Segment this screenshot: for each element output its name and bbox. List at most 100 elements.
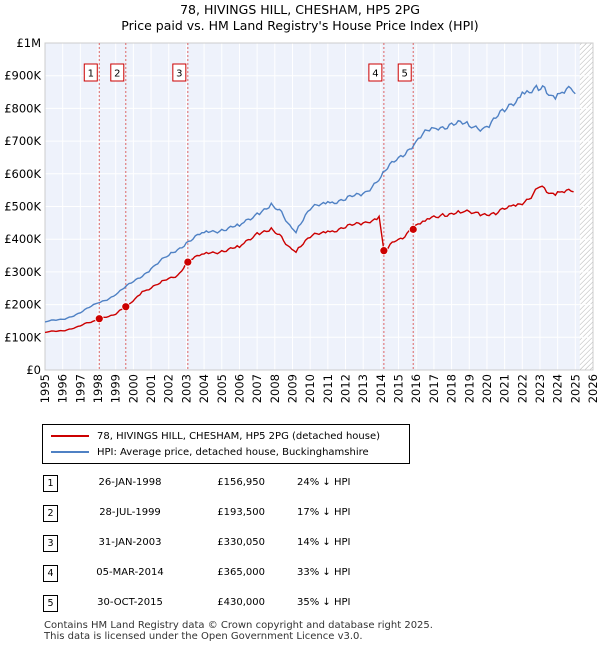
x-tick-label: 2023 bbox=[533, 374, 547, 403]
sale-date: 28-JUL-1999 bbox=[99, 507, 161, 518]
sale-date: 26-JAN-1998 bbox=[98, 477, 162, 488]
y-tick-label: £600K bbox=[4, 167, 41, 181]
x-tick-label: 2011 bbox=[321, 374, 335, 403]
x-tick-label: 2024 bbox=[551, 374, 565, 403]
sale-marker-label: 4 bbox=[372, 69, 378, 80]
series-line-hpi bbox=[45, 84, 576, 323]
x-tick-label: 2016 bbox=[409, 374, 423, 403]
y-tick-label: £700K bbox=[4, 134, 41, 148]
x-tick-label: 2009 bbox=[285, 374, 299, 403]
sale-number-badge: 3 bbox=[43, 535, 58, 552]
legend-item-hpi: HPI: Average price, detached house, Buck… bbox=[51, 445, 369, 459]
x-tick-label: 1996 bbox=[56, 374, 70, 403]
x-tick-label: 2012 bbox=[339, 374, 353, 403]
sale-hpi-diff: 14% ↓ HPI bbox=[297, 537, 351, 548]
price-chart: £0 £100K £200K £300K £400K £500K £600K £700K £80… bbox=[4, 36, 600, 403]
x-tick-label: 2013 bbox=[356, 374, 370, 403]
hatch-line bbox=[579, 96, 594, 111]
sale-number-badge: 2 bbox=[43, 505, 58, 522]
sale-marker-box bbox=[172, 63, 187, 82]
chart-subtitle: Price paid vs. HM Land Registry's House … bbox=[121, 18, 479, 33]
sale-point bbox=[379, 246, 389, 256]
sale-number-badge: 5 bbox=[43, 595, 58, 612]
sale-marker-label: 1 bbox=[88, 69, 94, 80]
y-tick-label: £200K bbox=[4, 298, 41, 312]
y-tick-label: £500K bbox=[4, 200, 41, 214]
x-tick-label: 1999 bbox=[109, 374, 123, 403]
y-tick-label: £400K bbox=[4, 232, 41, 246]
x-tick-label: 2004 bbox=[197, 374, 211, 403]
x-tick-label: 2014 bbox=[374, 374, 388, 403]
x-tick-label: 2021 bbox=[498, 374, 512, 403]
x-tick-label: 2022 bbox=[515, 374, 529, 403]
sale-hpi-diff: 35% ↓ HPI bbox=[297, 597, 351, 608]
sale-row: 4 05-MAR-2014 £365,000 33% ↓ HPI bbox=[0, 565, 600, 583]
y-tick-label: £0 bbox=[26, 363, 41, 377]
x-tick-label: 2001 bbox=[144, 374, 158, 403]
sale-marker-label: 2 bbox=[114, 69, 120, 80]
x-tick-label: 2003 bbox=[179, 374, 193, 403]
x-tick-label: 1998 bbox=[91, 374, 105, 403]
chart-legend: 78, HIVINGS HILL, CHESHAM, HP5 2PG (deta… bbox=[42, 424, 410, 464]
x-tick-label: 1997 bbox=[73, 374, 87, 403]
sale-row: 1 26-JAN-1998 £156,950 24% ↓ HPI bbox=[0, 475, 600, 493]
x-tick-label: 2010 bbox=[303, 374, 317, 403]
sale-date: 05-MAR-2014 bbox=[96, 567, 164, 578]
y-tick-label: £800K bbox=[4, 101, 41, 115]
sale-hpi-diff: 17% ↓ HPI bbox=[297, 507, 351, 518]
x-tick-label: 2008 bbox=[268, 374, 282, 403]
x-tick-label: 2025 bbox=[568, 374, 582, 403]
sale-date: 30-OCT-2015 bbox=[97, 597, 163, 608]
sale-price: £365,000 bbox=[217, 567, 265, 578]
x-tick-label: 2000 bbox=[126, 374, 140, 403]
sale-hpi-diff: 33% ↓ HPI bbox=[297, 567, 351, 578]
x-tick-label: 2026 bbox=[586, 374, 600, 403]
hatch-line bbox=[579, 86, 594, 101]
x-tick-label: 2017 bbox=[427, 374, 441, 403]
sale-point bbox=[121, 302, 131, 312]
x-tick-label: 2007 bbox=[250, 374, 264, 403]
series-line-property bbox=[45, 185, 574, 334]
footer-licence: This data is licensed under the Open Gov… bbox=[44, 631, 363, 642]
sale-marker-box bbox=[368, 63, 383, 82]
footer-copyright: Contains HM Land Registry data © Crown c… bbox=[44, 620, 433, 631]
x-tick-label: 2002 bbox=[162, 374, 176, 403]
y-tick-label: £900K bbox=[4, 69, 41, 83]
hatch-line bbox=[579, 306, 594, 321]
sale-marker-box bbox=[110, 63, 125, 82]
sale-marker-label: 5 bbox=[402, 69, 408, 80]
x-tick-label: 2020 bbox=[480, 374, 494, 403]
sale-point bbox=[94, 314, 104, 324]
y-tick-label: £1M bbox=[16, 36, 41, 50]
x-tick-label: 2015 bbox=[392, 374, 406, 403]
sale-date: 31-JAN-2003 bbox=[98, 537, 162, 548]
sale-hpi-diff: 24% ↓ HPI bbox=[297, 477, 351, 488]
sale-row: 3 31-JAN-2003 £330,050 14% ↓ HPI bbox=[0, 535, 600, 553]
x-tick-label: 1995 bbox=[38, 374, 52, 403]
chart-title: 78, HIVINGS HILL, CHESHAM, HP5 2PG bbox=[180, 2, 420, 17]
sale-row: 5 30-OCT-2015 £430,000 35% ↓ HPI bbox=[0, 595, 600, 613]
sale-point bbox=[183, 257, 193, 267]
hatch-line bbox=[595, 43, 600, 370]
sale-number-badge: 1 bbox=[43, 475, 58, 492]
legend-label-hpi: HPI: Average price, detached house, Buck… bbox=[97, 446, 369, 458]
hatch-line bbox=[579, 311, 594, 326]
legend-item-property: 78, HIVINGS HILL, CHESHAM, HP5 2PG (deta… bbox=[51, 429, 380, 443]
sale-price: £193,500 bbox=[217, 507, 265, 518]
hatch-line bbox=[579, 91, 594, 106]
sale-row: 2 28-JUL-1999 £193,500 17% ↓ HPI bbox=[0, 505, 600, 523]
sale-price: £430,000 bbox=[217, 597, 265, 608]
sale-marker-label: 3 bbox=[176, 69, 182, 80]
y-tick-label: £100K bbox=[4, 330, 41, 344]
sale-number-badge: 4 bbox=[43, 565, 58, 582]
x-tick-label: 2018 bbox=[445, 374, 459, 403]
legend-label-property: 78, HIVINGS HILL, CHESHAM, HP5 2PG (deta… bbox=[97, 430, 381, 442]
x-tick-label: 2006 bbox=[232, 374, 246, 403]
legend-swatch-hpi bbox=[51, 451, 89, 453]
y-tick-label: £300K bbox=[4, 265, 41, 279]
sale-price: £156,950 bbox=[217, 477, 265, 488]
sale-marker-box bbox=[83, 63, 98, 82]
plot-border bbox=[44, 42, 594, 371]
sale-price: £330,050 bbox=[217, 537, 265, 548]
sale-marker-box bbox=[397, 63, 412, 82]
